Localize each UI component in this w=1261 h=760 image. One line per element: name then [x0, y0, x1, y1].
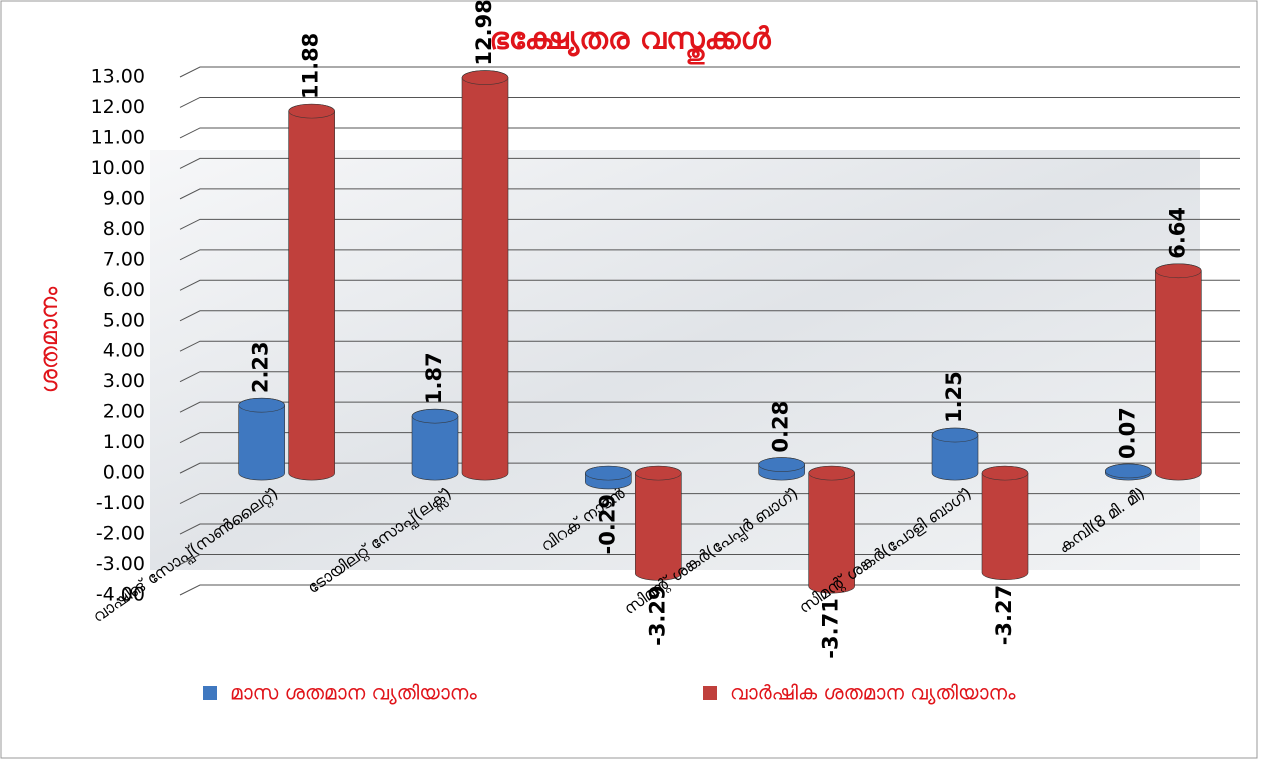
legend-label: മാസ ശതമാന വ്യതിയാനം	[230, 681, 477, 705]
data-label: 12.98	[472, 0, 496, 66]
grid-line	[179, 279, 1240, 291]
data-label: 0.28	[769, 401, 793, 453]
grid-line	[179, 218, 1240, 230]
grid-line	[179, 66, 1240, 78]
y-tick-label: 1.00	[103, 431, 145, 453]
bar	[635, 465, 682, 581]
bar	[461, 70, 509, 481]
y-tick-label: 8.00	[103, 218, 145, 240]
bar-cap	[808, 465, 855, 481]
bar-cap	[981, 465, 1029, 481]
grid-line	[179, 371, 1240, 383]
data-label: 11.88	[299, 33, 323, 99]
grid-line	[179, 584, 1240, 596]
grid-line	[179, 340, 1240, 352]
bar-cap	[411, 408, 459, 424]
legend: മാസ ശതമാന വ്യതിയാനം വാർഷിക ശതമാന വ്യതിയാന…	[203, 681, 1016, 705]
grid-line	[179, 462, 1240, 474]
bar	[288, 103, 335, 481]
y-tick-label: -3.00	[96, 553, 145, 575]
grid-line	[179, 157, 1240, 169]
grid-line	[179, 493, 1240, 505]
bar	[1155, 263, 1202, 481]
bar-cap	[1155, 263, 1202, 279]
grid-line	[179, 401, 1240, 413]
grid-line	[179, 249, 1240, 261]
y-tick-label: 13.00	[91, 66, 145, 88]
bar-cap	[758, 457, 805, 472]
y-tick-label: 5.00	[103, 309, 145, 331]
legend-swatch	[703, 686, 717, 700]
grid-line	[179, 188, 1240, 200]
y-tick-label: 9.00	[103, 187, 145, 209]
data-label: -3.27	[992, 585, 1016, 646]
legend-label: വാർഷിക ശതമാന വ്യതിയാനം	[730, 681, 1016, 705]
bar-cap	[461, 70, 509, 85]
y-tick-label: 3.00	[103, 370, 145, 392]
y-tick-label: 7.00	[103, 248, 145, 270]
bar-cap	[931, 427, 979, 443]
y-tick-label: -1.00	[96, 492, 145, 514]
bar	[981, 465, 1029, 581]
grid-line	[179, 523, 1240, 535]
y-tick-label: 12.00	[91, 96, 145, 118]
y-tick-label: 6.00	[103, 279, 145, 301]
grid-line	[179, 554, 1240, 565]
y-tick-label: 11.00	[91, 126, 145, 148]
y-tick-label: 4.00	[103, 340, 145, 362]
y-tick-label: 0.00	[103, 462, 145, 484]
y-tick-label: 2.00	[103, 401, 145, 423]
grid-line	[179, 96, 1240, 108]
bar-cap	[585, 465, 632, 481]
grid-line	[179, 310, 1240, 322]
data-label: -3.29	[645, 585, 669, 646]
legend-swatch	[203, 686, 217, 700]
bar-cap	[1105, 463, 1152, 479]
data-label: 6.64	[1165, 207, 1189, 259]
data-label: -0.29	[595, 494, 619, 555]
data-label: -3.71	[819, 598, 843, 659]
data-label: 2.23	[249, 341, 273, 393]
grid-line	[179, 432, 1240, 444]
data-label: 1.25	[942, 371, 966, 423]
data-label: 0.07	[1115, 407, 1139, 459]
bar-cap	[238, 397, 285, 413]
y-axis-label: ശതമാനം	[35, 286, 63, 394]
bar-cap	[635, 465, 682, 481]
data-label: 1.87	[422, 352, 446, 404]
grid-line	[179, 127, 1240, 139]
bar-cap	[288, 103, 335, 119]
y-tick-label: 10.00	[91, 157, 145, 179]
y-tick-label: -4.00	[96, 584, 145, 606]
y-tick-label: -2.00	[96, 523, 145, 545]
